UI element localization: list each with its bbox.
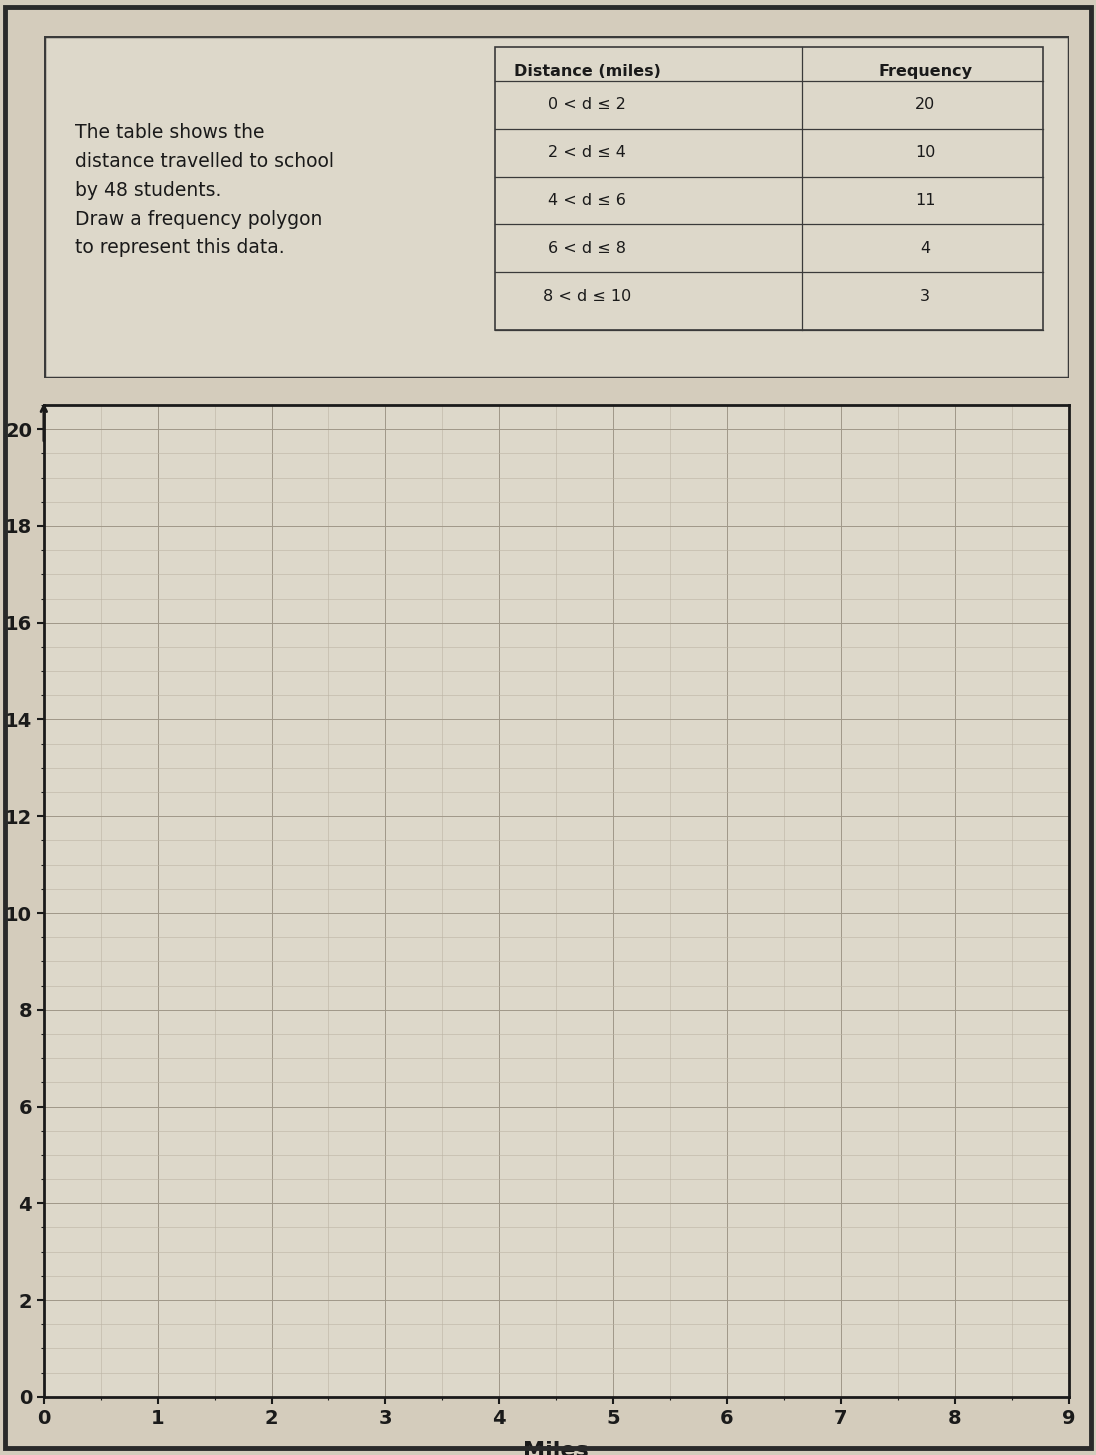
Text: 20: 20 — [915, 97, 935, 112]
Text: 0 < d ≤ 2: 0 < d ≤ 2 — [548, 97, 626, 112]
Text: 4 < d ≤ 6: 4 < d ≤ 6 — [548, 194, 626, 208]
Text: 10: 10 — [915, 146, 935, 160]
Text: The table shows the
distance travelled to school
by 48 students.
Draw a frequenc: The table shows the distance travelled t… — [75, 124, 333, 258]
Text: 4: 4 — [920, 242, 931, 256]
Bar — [494, 47, 1043, 330]
Text: 3: 3 — [921, 288, 931, 304]
Text: 6 < d ≤ 8: 6 < d ≤ 8 — [548, 242, 626, 256]
Text: 2 < d ≤ 4: 2 < d ≤ 4 — [548, 146, 626, 160]
Text: 11: 11 — [915, 194, 935, 208]
X-axis label: Miles: Miles — [524, 1442, 589, 1455]
Text: 8 < d ≤ 10: 8 < d ≤ 10 — [543, 288, 631, 304]
Text: Frequency: Frequency — [878, 64, 972, 79]
Text: Distance (miles): Distance (miles) — [514, 64, 661, 79]
